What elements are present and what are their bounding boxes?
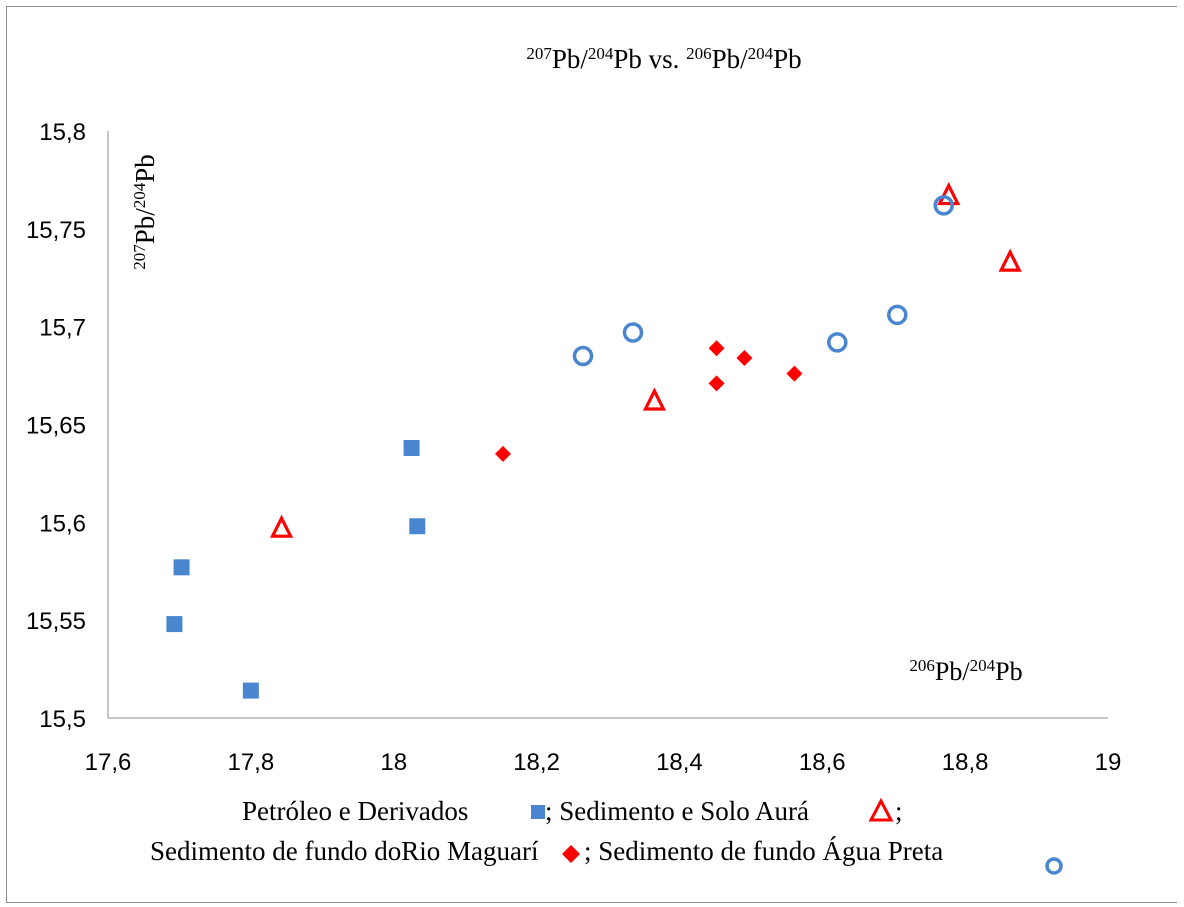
y-tick-label: 15,8 — [39, 119, 86, 146]
chart-title: 207Pb/204Pb vs. 206Pb/204Pb — [526, 44, 801, 75]
circle-point — [572, 345, 594, 367]
x-tick-label: 17,6 — [85, 749, 132, 776]
diamond-point — [786, 365, 803, 382]
square-point — [403, 439, 420, 456]
square-point — [242, 682, 259, 699]
diamond-point — [495, 445, 511, 462]
x-tick-label: 18,6 — [799, 749, 846, 776]
diamond-point — [708, 340, 725, 357]
x-tick-labels: 17,6 17,8 18 18,2 18,4 18,6 18,8 19 — [85, 749, 1122, 776]
circle-point — [887, 304, 908, 326]
diamond-point — [736, 349, 753, 366]
triangle-point — [642, 387, 667, 411]
y-tick-label: 15,55 — [26, 608, 86, 635]
square-point — [166, 616, 183, 633]
y-tick-label: 15,65 — [26, 413, 86, 440]
axes — [107, 131, 1108, 719]
y-tick-labels: 15,5 15,55 15,6 15,65 15,7 15,75 15,8 — [26, 119, 86, 733]
legend: Petróleo e Derivados ; Sedimento e Solo … — [150, 796, 1063, 875]
y-tick-label: 15,6 — [39, 510, 86, 537]
legend-label-petroleo: Petróleo e Derivados — [242, 796, 468, 826]
x-tick-label: 18,8 — [942, 749, 989, 776]
legend-label-aura: ; Sedimento e Solo Aurá — [545, 796, 809, 826]
triangle-point — [998, 248, 1022, 272]
triangle-point — [269, 514, 294, 538]
x-tick-label: 18 — [380, 749, 407, 776]
legend-marker-square — [531, 805, 545, 819]
circle-point — [827, 332, 848, 353]
x-tick-label: 19 — [1095, 749, 1122, 776]
x-tick-label: 18,2 — [513, 749, 560, 776]
legend-marker-circle — [1045, 857, 1063, 875]
legend-label-maguari: Sedimento de fundo doRio Maguarí — [150, 836, 539, 866]
circle-point — [622, 322, 644, 343]
legend-marker-triangle — [868, 797, 894, 822]
x-tick-label: 18,4 — [656, 749, 703, 776]
data-points — [166, 181, 1022, 699]
square-point — [173, 559, 190, 576]
y-axis-label: 207Pb/204Pb — [130, 154, 161, 270]
legend-line-1: Petróleo e Derivados — [242, 796, 468, 826]
diamond-point — [708, 375, 725, 392]
y-tick-label: 15,7 — [39, 315, 86, 342]
legend-label-agua-preta: ; Sedimento de fundo Água Preta — [584, 836, 943, 866]
x-axis-label: 206Pb/204Pb — [909, 656, 1022, 687]
chart-frame — [6, 6, 1177, 903]
y-tick-label: 15,5 — [39, 706, 86, 733]
circle-point — [933, 195, 954, 216]
triangle-point — [937, 181, 961, 206]
y-tick-label: 15,75 — [26, 217, 86, 244]
legend-label-sep: ; — [895, 796, 903, 826]
x-tick-label: 17,8 — [227, 749, 274, 776]
square-point — [409, 518, 426, 535]
legend-marker-diamond — [562, 845, 580, 863]
